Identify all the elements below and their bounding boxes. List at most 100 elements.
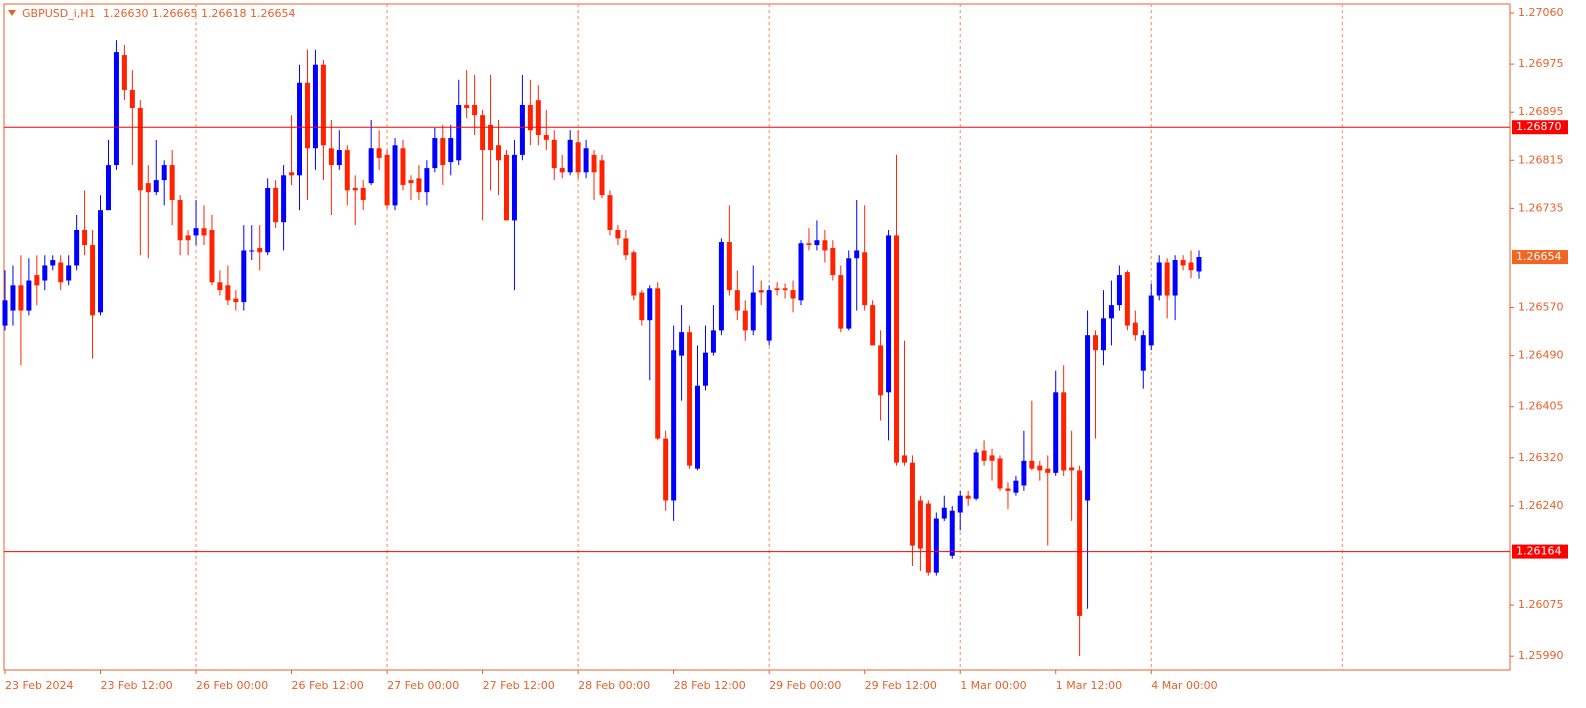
candle-body	[838, 275, 844, 329]
candle-body	[997, 458, 1003, 489]
plot-frame	[3, 3, 1511, 671]
candle-body	[50, 260, 56, 266]
candle-body	[488, 124, 494, 151]
candle-body	[575, 142, 581, 173]
candle-body	[1021, 460, 1027, 486]
candle-body	[320, 64, 326, 146]
candle-body	[344, 150, 350, 191]
candle-body	[129, 89, 135, 108]
chart-header: GBPUSD_i,H1 1.26630 1.26665 1.26618 1.26…	[22, 7, 296, 20]
x-tick-label: 23 Feb 12:00	[101, 679, 173, 692]
level-label: 1.26164	[1516, 545, 1562, 558]
candle-body	[496, 145, 502, 161]
candle-body	[249, 250, 255, 252]
candle-body	[18, 285, 24, 311]
level-label: 1.26870	[1516, 120, 1562, 133]
candle-body	[862, 252, 868, 306]
x-tick-label: 4 Mar 00:00	[1151, 679, 1217, 692]
candle-body	[503, 154, 509, 221]
candle-body	[671, 350, 677, 501]
candle-body	[854, 250, 860, 259]
candle-body	[312, 64, 318, 149]
candle-body	[42, 265, 48, 281]
candle-body	[567, 139, 573, 173]
candle-body	[121, 55, 127, 90]
candle-body	[1029, 460, 1035, 469]
candle-body	[408, 180, 414, 184]
candle-body	[1069, 467, 1075, 471]
candle-body	[519, 104, 525, 155]
candle-body	[233, 298, 239, 303]
candle-body	[304, 82, 310, 149]
candle-body	[941, 507, 947, 519]
candle-body	[1100, 318, 1106, 351]
candle-body	[297, 82, 303, 176]
y-tick-label: 1.26895	[1518, 105, 1564, 118]
candle-body	[456, 104, 462, 161]
candle-body	[281, 175, 287, 223]
y-tick-label: 1.26490	[1518, 349, 1564, 362]
candle-body	[376, 148, 382, 158]
candle-body	[1188, 262, 1194, 271]
x-tick-label: 1 Mar 00:00	[960, 679, 1026, 692]
candle-body	[1116, 275, 1122, 306]
candle-body	[273, 187, 279, 223]
candle-body	[623, 238, 629, 256]
candle-body	[647, 288, 653, 321]
candle-body	[153, 180, 159, 193]
y-tick-label: 1.26320	[1518, 451, 1564, 464]
candle-body	[1005, 488, 1011, 491]
candle-body	[113, 52, 119, 166]
candle-body	[1037, 465, 1043, 471]
candle-body	[766, 290, 772, 341]
candle-body	[981, 450, 987, 461]
candle-body	[1085, 335, 1091, 501]
candle-body	[257, 248, 263, 253]
candle-body	[241, 250, 247, 303]
candle-body	[392, 145, 398, 206]
candle-body	[185, 235, 191, 241]
candle-body	[1164, 262, 1170, 296]
candle-body	[384, 154, 390, 206]
x-tick-label: 1 Mar 12:00	[1056, 679, 1122, 692]
x-tick-label: 28 Feb 00:00	[578, 679, 650, 692]
candle-body	[894, 235, 900, 463]
low-label: 1.26618	[201, 7, 247, 20]
candle-body	[822, 240, 828, 251]
candle-body	[663, 438, 669, 501]
x-tick-label: 29 Feb 12:00	[865, 679, 937, 692]
candle-body	[90, 245, 96, 316]
high-label: 1.26665	[152, 7, 198, 20]
candle-body	[702, 352, 708, 386]
candle-body	[615, 230, 621, 239]
collapse-arrow[interactable]	[8, 10, 16, 16]
y-tick-label: 1.26815	[1518, 153, 1564, 166]
candle-body	[352, 187, 358, 191]
candle-body	[480, 115, 486, 151]
candle-body	[607, 195, 613, 231]
candle-body	[145, 183, 151, 193]
x-tick-label: 28 Feb 12:00	[674, 679, 746, 692]
candle-body	[599, 160, 605, 196]
candle-body	[679, 332, 685, 356]
y-tick-label: 1.27060	[1518, 6, 1564, 19]
candle-body	[718, 242, 724, 331]
candle-body	[1045, 468, 1051, 473]
candle-body	[328, 148, 334, 166]
candle-body	[782, 288, 788, 291]
y-tick-label: 1.26570	[1518, 301, 1564, 314]
candle-body	[814, 240, 820, 246]
candle-body	[1077, 470, 1083, 616]
candle-body	[989, 455, 995, 461]
x-tick-label: 23 Feb 2024	[5, 679, 73, 692]
candle-body	[161, 165, 167, 181]
symbol: GBPUSD_i,H1	[22, 7, 96, 20]
level-label-bg	[1512, 544, 1568, 559]
candle-body	[583, 148, 589, 173]
candle-body	[886, 235, 892, 393]
x-tick-label: 27 Feb 00:00	[387, 679, 459, 692]
candle-body	[448, 138, 454, 163]
candle-body	[973, 452, 979, 499]
